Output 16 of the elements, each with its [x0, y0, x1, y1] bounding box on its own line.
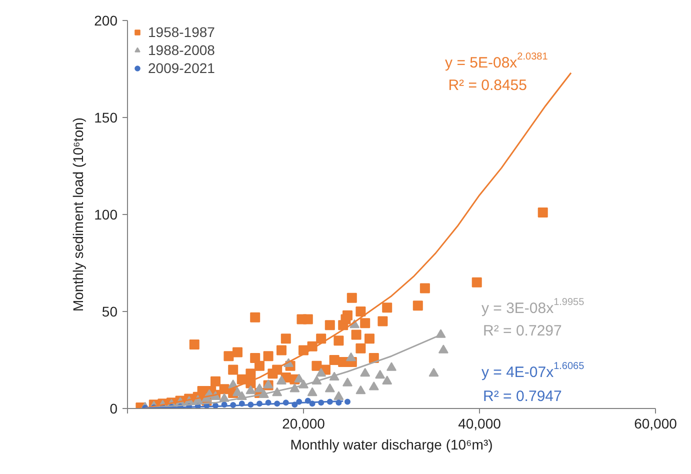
legend-label: 2009-2021: [148, 60, 215, 76]
y-tick-label: 0: [110, 400, 118, 416]
x-tick-label: 20,000: [282, 416, 326, 432]
annotation: R² = 0.8455: [448, 76, 528, 94]
x-axis-title: Monthly water discharge (10⁶m³): [290, 436, 493, 452]
y-axis-title: Monthly sediment load (10⁶ton): [70, 117, 86, 312]
legend-label: 1958-1987: [148, 24, 215, 40]
y-tick-label: 200: [94, 12, 118, 28]
x-tick-label: 60,000: [634, 416, 678, 432]
annotation: R² = 0.7297: [483, 322, 562, 340]
x-tick-label: 40,000: [458, 416, 502, 432]
y-tick-label: 50: [102, 304, 118, 320]
legend-label: 1988-2008: [148, 42, 215, 58]
y-tick-label: 150: [94, 110, 118, 126]
y-tick-label: 100: [94, 206, 118, 222]
annotation: R² = 0.7947: [483, 388, 562, 405]
